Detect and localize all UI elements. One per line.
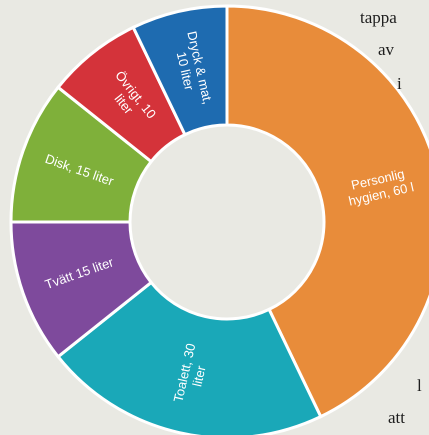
donut-slice-5	[131, 4, 229, 137]
donut-slice-0	[225, 4, 429, 419]
side-text-line-1: tappa	[360, 8, 397, 27]
donut-slice-1	[56, 280, 323, 435]
side-text-line-4: l	[417, 376, 422, 395]
side-text-line-2: av	[378, 40, 395, 59]
side-text-line-5: att	[388, 408, 405, 427]
donut-slices	[9, 4, 429, 435]
side-text-line-3: i	[397, 74, 402, 93]
donut-slice-label-line: liter	[189, 364, 208, 388]
